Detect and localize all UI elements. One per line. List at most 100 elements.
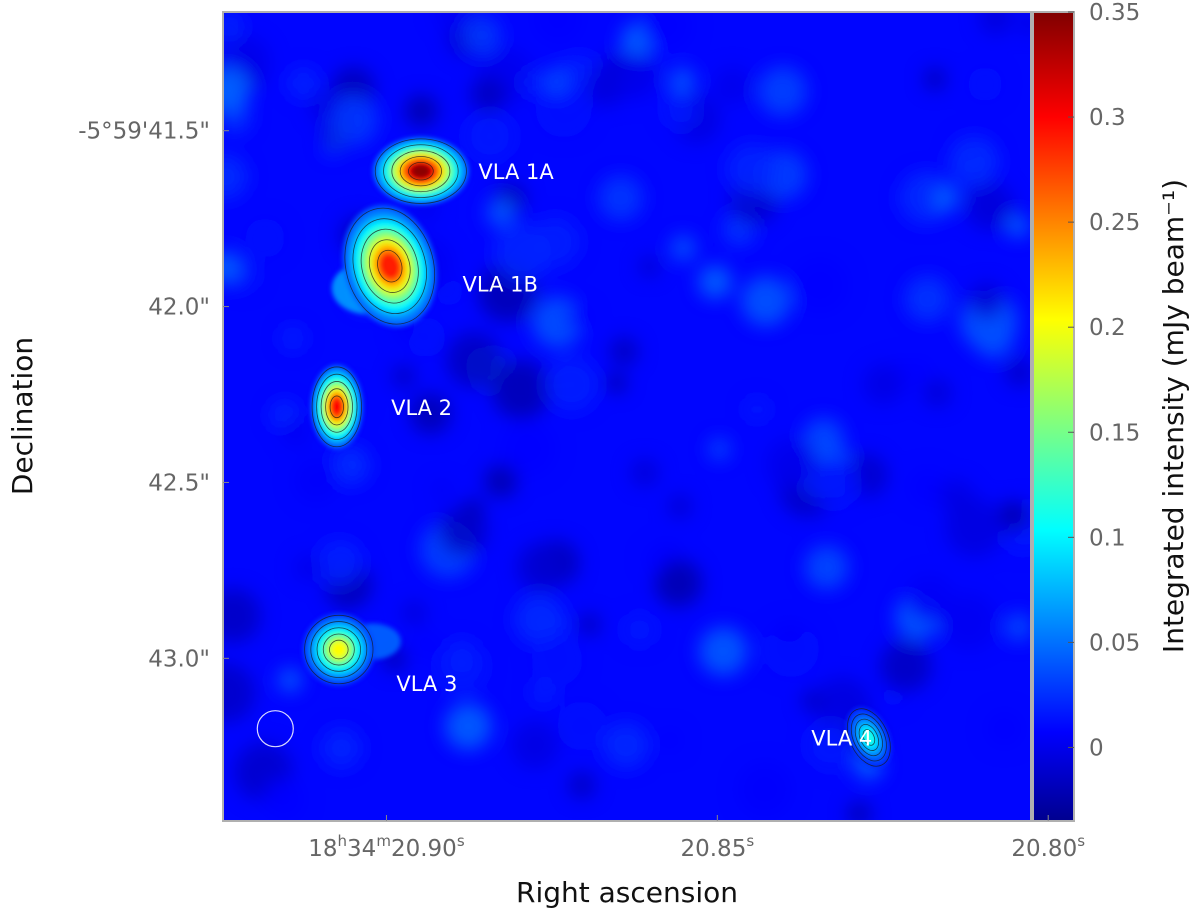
noise-blob xyxy=(791,256,849,314)
contour-line xyxy=(846,708,891,767)
noise-blob xyxy=(281,417,311,448)
noise-blob xyxy=(598,175,644,221)
noise-blob xyxy=(967,67,1003,102)
noise-blob xyxy=(968,282,1005,319)
noise-blob xyxy=(948,136,1000,187)
contour-line xyxy=(399,156,442,187)
source-label: VLA 1A xyxy=(478,160,554,184)
noise-blob xyxy=(262,777,306,821)
noise-blob xyxy=(531,635,583,686)
source-emission xyxy=(379,253,400,279)
y-tick-label: 42.5" xyxy=(148,470,210,496)
noise-blob xyxy=(531,680,556,705)
noise-layer xyxy=(223,12,1031,821)
colorbar-tick-label: 0.35 xyxy=(1089,0,1140,26)
noise-blob xyxy=(801,689,823,712)
noise-blob xyxy=(431,480,452,501)
source-emission xyxy=(864,731,874,744)
y-axis-title: Declination xyxy=(6,337,39,495)
noise-blob xyxy=(280,326,305,351)
noise-blob xyxy=(404,94,438,128)
noise-blob xyxy=(520,69,547,96)
noise-blob xyxy=(973,318,1014,359)
noise-blob xyxy=(986,710,1023,748)
x-tick-label: 20.80s xyxy=(1011,832,1085,862)
noise-blob xyxy=(669,67,696,95)
noise-blob xyxy=(998,500,1029,531)
noise-blob xyxy=(765,437,818,491)
contour-line xyxy=(854,718,883,757)
noise-blob xyxy=(493,224,552,283)
noise-blob xyxy=(568,771,596,799)
noise-blob xyxy=(670,235,697,262)
noise-blob xyxy=(600,53,626,79)
noise-blob xyxy=(223,662,256,723)
contour-line xyxy=(374,138,467,204)
noise-blob xyxy=(777,619,801,644)
source-label: VLA 2 xyxy=(391,396,452,420)
noise-blob xyxy=(287,67,320,100)
noise-blob xyxy=(1004,612,1031,642)
noise-blob xyxy=(606,372,627,394)
noise-blob xyxy=(762,620,820,678)
noise-blob xyxy=(438,507,488,556)
beam-ellipse xyxy=(256,710,294,748)
noise-blob xyxy=(544,357,599,412)
y-tick-label: 43.0" xyxy=(148,646,210,672)
noise-blob xyxy=(541,67,571,96)
noise-blob xyxy=(698,265,732,299)
noise-blob xyxy=(658,728,683,753)
noise-blob xyxy=(757,66,808,116)
colorbar-tick-label: 0.25 xyxy=(1089,210,1140,236)
source-label: VLA 4 xyxy=(811,726,872,750)
x-axis-title: Right ascension xyxy=(516,876,738,909)
noise-blob xyxy=(699,627,748,676)
noise-blob xyxy=(909,357,933,381)
noise-blob xyxy=(461,15,502,56)
noise-blob xyxy=(846,801,872,821)
noise-blob xyxy=(641,12,693,52)
noise-blob xyxy=(978,12,1013,35)
noise-blob xyxy=(602,721,650,769)
noise-blob xyxy=(464,110,516,162)
noise-blob xyxy=(726,143,778,195)
source-layer xyxy=(302,137,892,768)
contour-line xyxy=(862,729,876,746)
contour-line xyxy=(377,249,403,283)
noise-blob xyxy=(499,420,556,477)
noise-blob xyxy=(566,305,593,331)
noise-blob xyxy=(862,363,904,405)
colorbar-title: Integrated intensity (mJy beam⁻¹) xyxy=(1157,179,1190,653)
colorbar xyxy=(1032,11,1075,822)
source-emission xyxy=(410,164,431,179)
contour-line xyxy=(408,161,434,181)
noise-blob xyxy=(654,559,703,607)
contour-line xyxy=(316,373,358,440)
colorbar-tick-label: 0.15 xyxy=(1089,420,1140,446)
noise-blob xyxy=(745,397,769,422)
y-tick-label: -5°59'41.5" xyxy=(78,119,210,145)
noise-blob xyxy=(405,317,446,358)
noise-blob xyxy=(667,493,693,519)
noise-blob xyxy=(708,438,731,461)
noise-blob xyxy=(516,542,566,592)
noise-blob xyxy=(805,558,831,584)
contour-line xyxy=(360,228,419,304)
noise-blob xyxy=(410,628,442,660)
source-emission xyxy=(331,398,343,416)
y-axis-ticks: -5°59'41.5" 42.0" 42.5" 43.0" xyxy=(78,119,229,672)
x-tick-label: 18h34m20.90s xyxy=(308,832,465,862)
noise-blob xyxy=(314,539,363,588)
contour-line xyxy=(329,395,344,419)
noise-blob xyxy=(609,336,639,366)
contour-line xyxy=(316,627,361,672)
noise-blob xyxy=(320,727,362,769)
plot-frame xyxy=(222,11,1032,822)
noise-blob xyxy=(511,721,559,769)
noise-blob xyxy=(557,701,607,751)
noise-blob xyxy=(513,593,565,645)
contour-line xyxy=(320,381,353,433)
colorbar-tick-label: 0.1 xyxy=(1089,525,1126,551)
source-emission xyxy=(331,642,347,658)
